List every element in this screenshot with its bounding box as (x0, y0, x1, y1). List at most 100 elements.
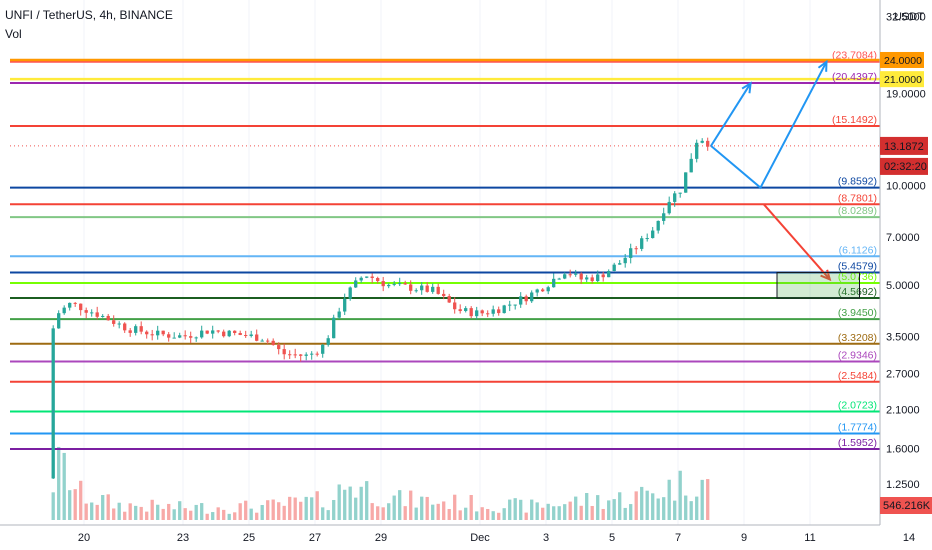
candle-body[interactable] (189, 336, 193, 338)
candle-body[interactable] (167, 334, 171, 338)
candle-body[interactable] (700, 140, 704, 143)
candle-body[interactable] (530, 292, 534, 302)
candle-body[interactable] (348, 287, 352, 299)
candle-body[interactable] (145, 331, 149, 335)
candle-body[interactable] (458, 309, 462, 312)
candle-body[interactable] (541, 289, 545, 292)
candle-body[interactable] (684, 172, 688, 193)
candle-body[interactable] (678, 192, 682, 194)
candle-body[interactable] (299, 354, 303, 356)
candle-body[interactable] (442, 293, 446, 297)
projection-line[interactable] (710, 61, 828, 190)
candle-body[interactable] (271, 340, 275, 346)
candle-body[interactable] (304, 354, 308, 356)
candle-body[interactable] (491, 309, 495, 314)
projection-line[interactable] (710, 82, 752, 147)
candle-body[interactable] (321, 344, 325, 354)
candle-body[interactable] (689, 158, 693, 173)
candle-body[interactable] (139, 326, 143, 332)
candle-body[interactable] (233, 330, 237, 334)
candle-body[interactable] (222, 331, 226, 337)
candle-body[interactable] (282, 349, 286, 355)
candle-body[interactable] (354, 280, 358, 288)
candle-body[interactable] (645, 238, 649, 240)
candle-body[interactable] (420, 285, 424, 291)
candle-body[interactable] (502, 305, 506, 314)
candle-body[interactable] (172, 337, 176, 339)
candle-body[interactable] (497, 309, 501, 314)
candle-body[interactable] (409, 284, 413, 291)
candle-body[interactable] (293, 354, 297, 356)
candle-body[interactable] (73, 302, 77, 304)
candle-body[interactable] (634, 248, 638, 250)
candle-body[interactable] (469, 308, 473, 317)
candle-body[interactable] (343, 298, 347, 312)
candle-body[interactable] (95, 312, 99, 317)
candle-body[interactable] (57, 313, 61, 329)
candle-body[interactable] (370, 276, 374, 279)
price-axis-panel[interactable] (880, 0, 932, 550)
candle-body[interactable] (447, 296, 451, 303)
candle-body[interactable] (656, 220, 660, 231)
candle-body[interactable] (640, 238, 644, 249)
candle-body[interactable] (244, 335, 248, 337)
candle-body[interactable] (332, 317, 336, 339)
candle-body[interactable] (150, 334, 154, 336)
candle-body[interactable] (392, 283, 396, 285)
volume-indicator-label[interactable]: Vol (5, 27, 22, 41)
candle-body[interactable] (194, 337, 198, 339)
candle-body[interactable] (651, 230, 655, 239)
candle-body[interactable] (205, 330, 209, 334)
candle-body[interactable] (238, 333, 242, 336)
candle-body[interactable] (403, 283, 407, 285)
target-zone[interactable] (776, 271, 860, 299)
candle-body[interactable] (51, 328, 55, 479)
candle-body[interactable] (585, 277, 589, 280)
candle-body[interactable] (62, 307, 66, 314)
candle-body[interactable] (101, 315, 105, 317)
candle-body[interactable] (288, 354, 292, 356)
candle-body[interactable] (387, 284, 391, 287)
candle-body[interactable] (337, 311, 341, 318)
candle-body[interactable] (156, 330, 160, 336)
candle-body[interactable] (326, 338, 330, 345)
candle-body[interactable] (211, 330, 215, 334)
chart-title[interactable]: UNFI / TetherUS, 4h, BINANCE (5, 8, 173, 22)
candle-body[interactable] (123, 323, 127, 331)
candle-body[interactable] (266, 340, 270, 342)
horizontal-levels[interactable]: (23.7084)(20.4397)(15.1492)(9.8592)(8.78… (10, 50, 880, 451)
candle-body[interactable] (612, 264, 616, 271)
candle-body[interactable] (519, 296, 523, 305)
candle-body[interactable] (546, 287, 550, 292)
candle-body[interactable] (607, 270, 611, 278)
candle-body[interactable] (480, 310, 484, 314)
candle-body[interactable] (695, 142, 699, 159)
candle-body[interactable] (557, 278, 561, 280)
candle-body[interactable] (359, 277, 363, 281)
candle-body[interactable] (128, 330, 132, 333)
projection-arrows[interactable] (710, 59, 860, 299)
candle-body[interactable] (431, 286, 435, 292)
candle-body[interactable] (662, 213, 666, 221)
candle-body[interactable] (475, 310, 479, 317)
candle-body[interactable] (414, 290, 418, 292)
candle-body[interactable] (552, 278, 556, 288)
candles[interactable] (51, 137, 710, 480)
candle-body[interactable] (706, 140, 710, 147)
candle-body[interactable] (200, 330, 204, 338)
candle-body[interactable] (513, 304, 517, 306)
candle-body[interactable] (486, 313, 490, 315)
candle-body[interactable] (84, 310, 88, 313)
candle-body[interactable] (579, 273, 583, 280)
candle-body[interactable] (277, 345, 281, 350)
candle-body[interactable] (79, 303, 83, 311)
candle-body[interactable] (629, 248, 633, 258)
candle-body[interactable] (68, 302, 72, 308)
candle-body[interactable] (398, 283, 402, 285)
candle-body[interactable] (310, 353, 314, 355)
candle-body[interactable] (436, 286, 440, 294)
candle-body[interactable] (618, 263, 622, 265)
candle-body[interactable] (216, 330, 220, 332)
